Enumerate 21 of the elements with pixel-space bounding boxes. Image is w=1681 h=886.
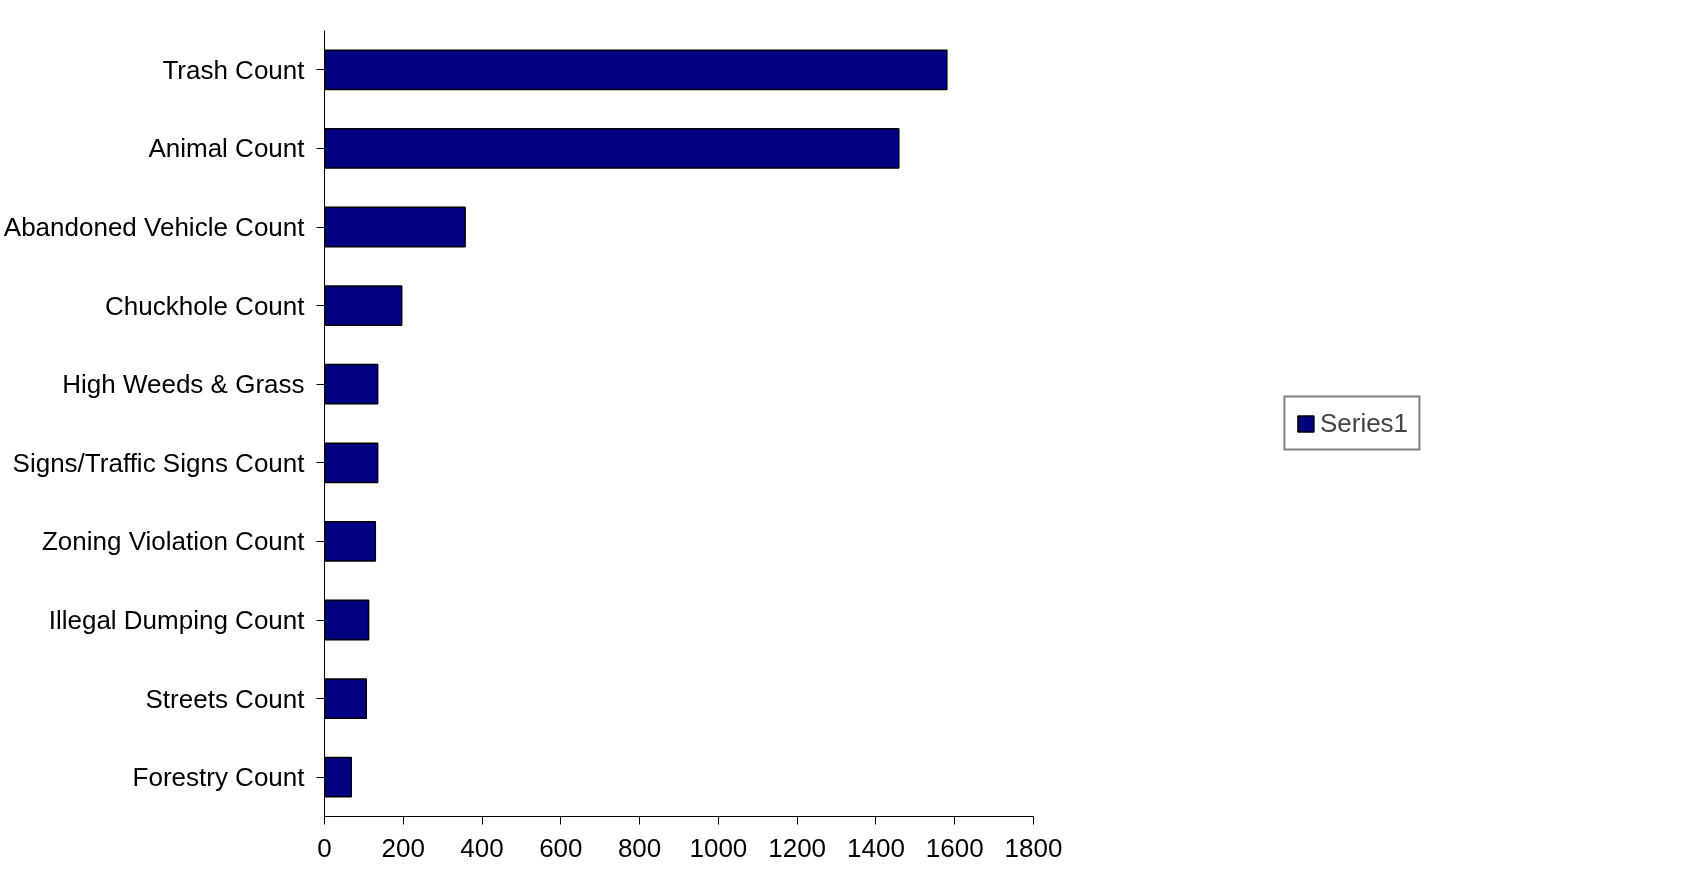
x-tick-label: 1600 [925, 832, 984, 863]
x-tick-label: 800 [617, 832, 662, 863]
y-tick-label: Signs/Traffic Signs Count [12, 447, 306, 478]
y-tick-label: Illegal Dumping Count [48, 605, 306, 635]
x-tick-label: 0 [317, 832, 332, 863]
y-tick-label: Abandoned Vehicle Count [3, 212, 306, 242]
y-tick-label: Trash Count [162, 54, 306, 85]
x-tick-label: 1400 [847, 832, 905, 863]
y-tick-label: Zoning Violation Count [41, 526, 306, 557]
y-tick-label: Animal Count [148, 133, 306, 164]
x-tick-label: 1800 [1004, 832, 1063, 863]
y-tick-label: Streets Count [145, 683, 306, 714]
y-tick-label: Chuckhole Count [105, 290, 306, 321]
x-tick-label: 1200 [768, 832, 827, 863]
x-tick-label: 400 [460, 832, 504, 863]
x-tick-label: 1000 [689, 832, 748, 863]
legend-label: Series1 [1319, 407, 1409, 439]
y-tick-label: High Weeds & Grass [62, 369, 305, 400]
x-tick-label: 600 [539, 832, 583, 863]
y-tick-label: Forestry Count [132, 762, 306, 793]
x-tick-label: 200 [381, 832, 425, 863]
